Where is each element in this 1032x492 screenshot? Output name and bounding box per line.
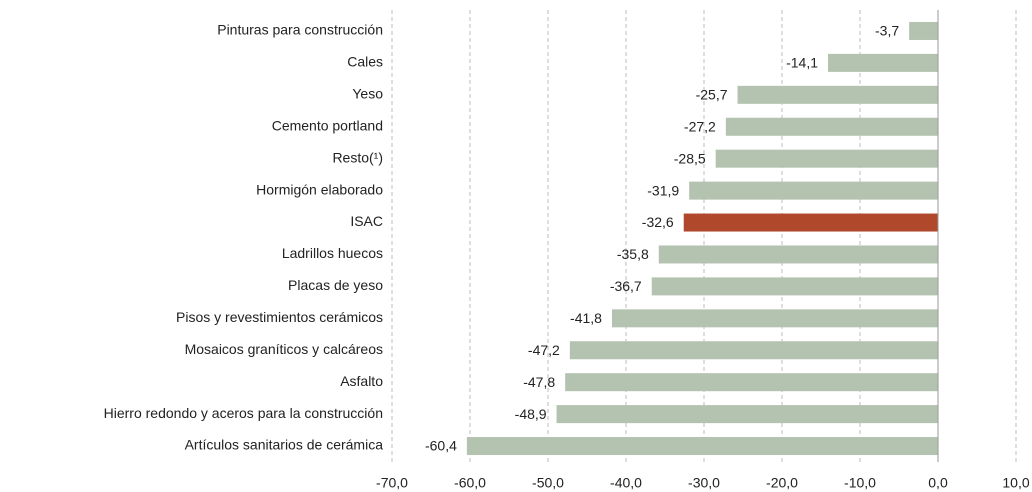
value-label: -60,4: [425, 438, 457, 454]
y-tick-label: Hormigón elaborado: [256, 181, 383, 197]
value-label: -28,5: [674, 150, 706, 166]
bar: [611, 309, 938, 328]
value-label: -32,6: [642, 214, 674, 230]
bar: [828, 53, 938, 72]
bar: [658, 245, 938, 264]
value-label: -27,2: [684, 118, 716, 134]
x-tick-label: -40,0: [610, 475, 642, 491]
value-label: -35,8: [617, 246, 649, 262]
x-tick-label: -30,0: [688, 475, 720, 491]
bar: [565, 373, 938, 392]
y-tick-label: Artículos sanitarios de cerámica: [185, 437, 384, 453]
value-label: -47,2: [528, 342, 560, 358]
y-tick-label: Asfalto: [340, 373, 383, 389]
value-label: -48,9: [515, 406, 547, 422]
value-label: -41,8: [570, 310, 602, 326]
x-tick-label: -10,0: [844, 475, 876, 491]
value-label: -31,9: [647, 182, 679, 198]
bar: [909, 21, 938, 40]
y-tick-label: Pisos y revestimientos cerámicos: [176, 309, 383, 325]
bar: [556, 405, 938, 424]
y-tick-label: Resto(¹): [332, 149, 383, 165]
x-tick-label: -60,0: [454, 475, 486, 491]
bar: [689, 181, 938, 200]
x-tick-label: -70,0: [376, 475, 408, 491]
bar: [737, 85, 938, 104]
y-tick-label: ISAC: [350, 213, 383, 229]
bar: [715, 149, 938, 168]
value-label: -47,8: [523, 374, 555, 390]
y-tick-label: Pinturas para construcción: [217, 22, 383, 38]
x-tick-label: -50,0: [532, 475, 564, 491]
x-tick-label: -20,0: [766, 475, 798, 491]
value-label: -14,1: [786, 55, 818, 71]
y-tick-label: Ladrillos huecos: [282, 245, 383, 261]
x-tick-label: 0,0: [928, 475, 948, 491]
y-tick-label: Cales: [347, 54, 383, 70]
bar: [466, 437, 938, 456]
y-tick-label: Mosaicos graníticos y calcáreos: [185, 341, 383, 357]
y-tick-label: Hierro redondo y aceros para la construc…: [104, 405, 383, 421]
x-tick-label: 10,0: [1002, 475, 1029, 491]
value-label: -3,7: [875, 23, 899, 39]
value-label: -25,7: [696, 87, 728, 103]
bar: [725, 117, 938, 136]
bar: [683, 213, 938, 232]
value-label: -36,7: [610, 278, 642, 294]
bar: [569, 341, 938, 360]
y-tick-label: Placas de yeso: [288, 277, 383, 293]
bar: [651, 277, 938, 296]
y-tick-label: Yeso: [352, 86, 383, 102]
y-tick-label: Cemento portland: [272, 117, 383, 133]
